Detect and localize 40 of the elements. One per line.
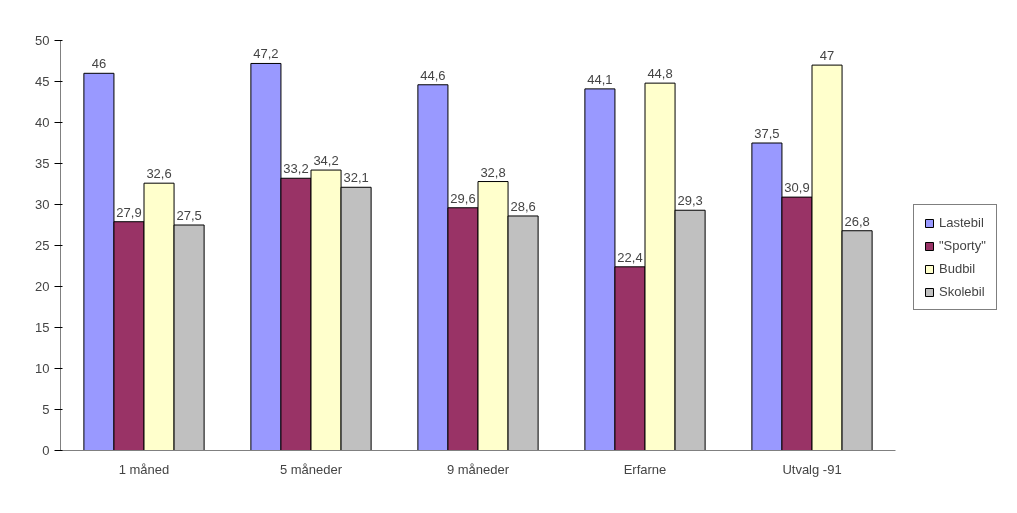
x-tick-label: Erfarne [623, 461, 667, 477]
y-tick-label: 40 [35, 115, 50, 130]
data-label: 47,2 [253, 46, 279, 62]
y-tick-label: 25 [35, 238, 50, 253]
data-label: 27,5 [176, 208, 202, 223]
legend-label: "Sporty" [939, 238, 986, 253]
y-tick-label: 0 [42, 443, 50, 458]
data-label: 44,6 [420, 67, 446, 83]
data-label: 29,3 [677, 193, 703, 209]
y-tick-label: 30 [35, 197, 50, 212]
data-label: 34,2 [313, 153, 339, 169]
x-tick-label: 9 måneder [446, 461, 510, 477]
data-label: 47 [819, 48, 835, 64]
data-label: 22,4 [617, 249, 643, 265]
data-label: 26,8 [844, 213, 870, 229]
data-label: 37,5 [754, 126, 780, 141]
data-label: 46 [91, 56, 107, 72]
y-tick-label: 35 [35, 156, 50, 171]
data-label: 33,2 [283, 161, 309, 177]
y-tick-label: 15 [35, 320, 50, 335]
x-tick-label: Utvalg -91 [782, 461, 842, 477]
data-label: 27,9 [116, 204, 142, 220]
data-label: 44,1 [587, 71, 613, 87]
y-tick-label: 50 [35, 33, 50, 48]
data-label: 32,1 [343, 170, 369, 186]
data-label: 28,6 [510, 198, 536, 214]
legend-label: Lastebil [939, 215, 984, 230]
data-label: 30,9 [784, 180, 810, 196]
legend-label: Skolebil [939, 284, 985, 299]
legend-label: Budbil [939, 261, 976, 276]
y-tick-label: 5 [42, 402, 50, 417]
x-tick-label: 5 måneder [279, 461, 343, 477]
x-tick-label: 1 måned [118, 461, 170, 477]
y-tick-label: 20 [35, 279, 50, 294]
y-tick-label: 45 [35, 74, 50, 89]
data-label: 44,8 [647, 66, 673, 82]
data-label: 32,8 [480, 164, 506, 180]
data-label: 29,6 [450, 190, 476, 206]
data-label: 32,6 [146, 166, 172, 182]
y-tick-label: 10 [35, 361, 50, 376]
